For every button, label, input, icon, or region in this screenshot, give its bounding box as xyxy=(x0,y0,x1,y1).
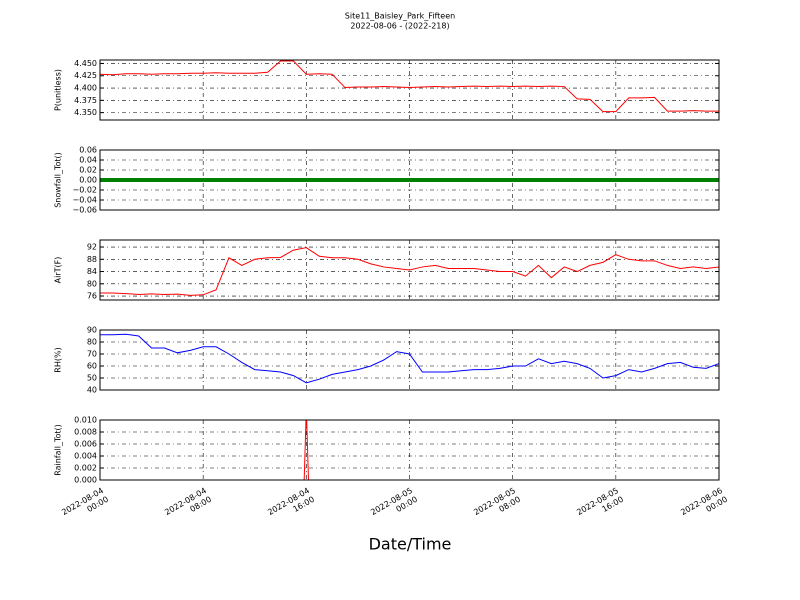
y-axis-label: RH(%) xyxy=(54,347,63,372)
y-tick-label: 4.400 xyxy=(74,84,97,93)
x-axis-label: Date/Time xyxy=(369,535,452,554)
y-tick-label: 4.350 xyxy=(74,108,97,117)
y-tick-label: 4.450 xyxy=(74,59,97,68)
y-tick-label: 76 xyxy=(87,292,97,301)
y-axis-label: Rainfall_Tot() xyxy=(54,424,63,476)
y-tick-label: 70 xyxy=(87,350,97,359)
y-tick-label: 60 xyxy=(87,362,97,371)
y-tick-label: 0.02 xyxy=(79,166,97,175)
y-tick-label: 0.00 xyxy=(79,176,97,185)
chart-title: Site11_Baisley_Park_Fifteen xyxy=(345,12,455,21)
y-tick-label: 0.008 xyxy=(74,428,97,437)
y-tick-label: 4.375 xyxy=(74,96,97,105)
plot-frame xyxy=(99,419,720,481)
y-tick-label: 0.004 xyxy=(74,452,97,461)
y-tick-label: 0.010 xyxy=(74,416,97,425)
y-tick-label: −0.02 xyxy=(72,186,97,195)
y-tick-label: 0.04 xyxy=(79,156,97,165)
data-line xyxy=(100,333,719,384)
y-tick-label: 80 xyxy=(87,279,97,288)
data-line xyxy=(100,247,719,296)
y-tick-label: 50 xyxy=(87,374,97,383)
y-tick-label: 80 xyxy=(87,338,97,347)
y-axis-label: P(unitless) xyxy=(54,69,63,111)
y-axis-label: Snowfall_Tot() xyxy=(54,152,63,208)
y-tick-label: 90 xyxy=(87,326,97,335)
plot-frame xyxy=(99,239,720,301)
y-tick-label: 84 xyxy=(87,267,97,276)
data-line xyxy=(100,60,719,113)
y-tick-label: 4.425 xyxy=(74,71,97,80)
plot-frame xyxy=(99,329,720,391)
y-tick-label: 92 xyxy=(87,243,97,252)
chart-subtitle: 2022-08-06 - (2022-218) xyxy=(350,22,449,31)
y-tick-label: 40 xyxy=(87,386,97,395)
y-tick-label: −0.04 xyxy=(72,196,97,205)
plot-frame xyxy=(99,59,720,121)
y-tick-label: −0.06 xyxy=(72,206,97,215)
y-tick-label: 0.006 xyxy=(74,440,97,449)
y-tick-label: 88 xyxy=(87,255,97,264)
y-axis-label: AirT(F) xyxy=(54,257,63,284)
y-tick-label: 0.002 xyxy=(74,464,97,473)
plot-frame xyxy=(99,149,720,211)
y-tick-label: 0.000 xyxy=(74,476,97,485)
y-tick-label: 0.06 xyxy=(79,146,97,155)
